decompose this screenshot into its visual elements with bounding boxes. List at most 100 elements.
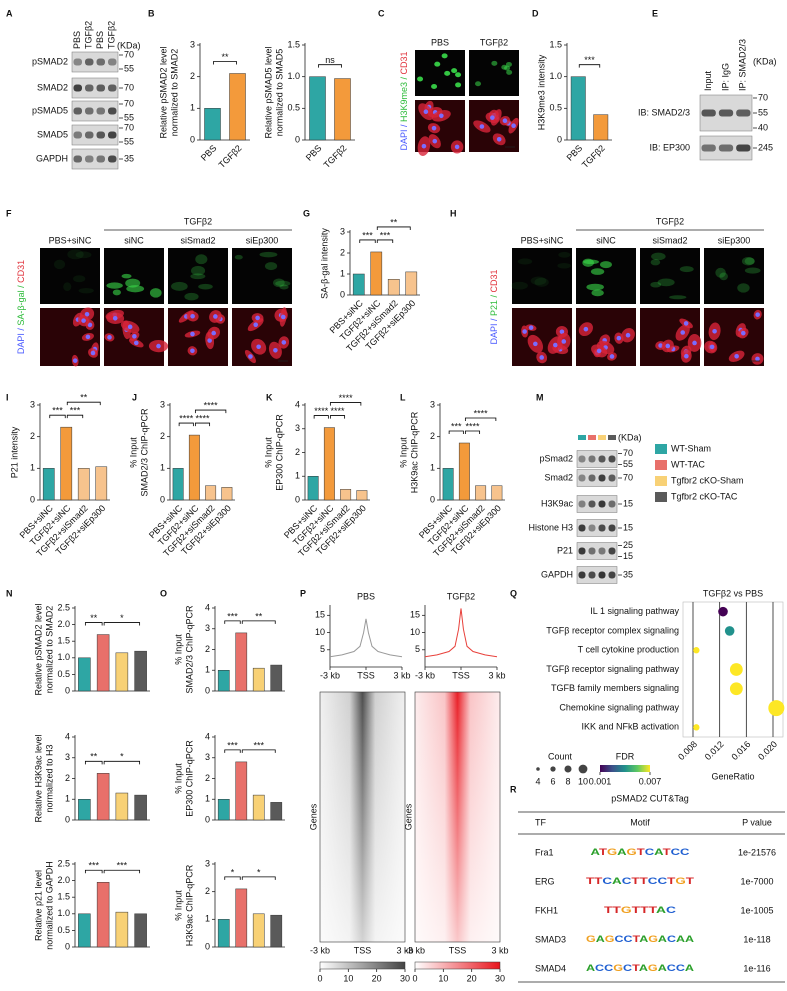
nucleus xyxy=(90,350,96,356)
bar xyxy=(217,919,230,948)
y-tick-label: 0.5 xyxy=(57,925,70,935)
legend-title: FDR xyxy=(616,751,635,761)
table-cell: 1e-1005 xyxy=(740,905,773,915)
nucleus xyxy=(734,353,739,359)
y-tick-label: 3 xyxy=(205,623,210,633)
nucleus xyxy=(190,348,195,354)
blot-band xyxy=(73,107,82,115)
y-tick-label: 2 xyxy=(295,447,300,457)
blot-row-label: GAPDH xyxy=(541,569,573,579)
nucleus xyxy=(156,343,161,349)
y-tick-label: 3 xyxy=(340,226,345,236)
nucleus xyxy=(559,329,565,335)
blot-band xyxy=(588,474,596,482)
significance-bracket xyxy=(464,417,497,421)
legend-label: 0.007 xyxy=(639,776,662,786)
y-axis-label: % Input xyxy=(398,437,408,468)
column-label: siSmad2 xyxy=(180,235,215,245)
motif-letter: C xyxy=(614,934,624,944)
blot-row-label: GAPDH xyxy=(36,153,68,163)
panel-letter: Q xyxy=(510,588,517,598)
motif-letter: G xyxy=(648,963,658,973)
motif-letter: T xyxy=(632,934,640,944)
y-tick-label: 2 xyxy=(160,431,165,441)
stain-signal xyxy=(273,278,285,288)
stain-signal xyxy=(75,251,92,259)
y-tick-label: 1 xyxy=(190,103,195,113)
blot-unit: (KDa) xyxy=(753,56,777,66)
nucleus xyxy=(625,332,631,338)
significance-bracket xyxy=(178,422,194,427)
y-tick-label: T cell cytokine production xyxy=(578,645,679,655)
bar xyxy=(172,468,184,501)
y-tick-label: 0 xyxy=(190,134,195,144)
significance-label: *** xyxy=(227,611,238,621)
bar xyxy=(205,485,217,501)
motif-letter: G xyxy=(621,905,632,915)
panel-letter: B xyxy=(148,8,155,18)
motif-letter: T xyxy=(649,905,658,915)
bar xyxy=(134,794,147,821)
y-axis-label: H3K9ac ChIP-qPCR xyxy=(409,411,419,493)
table-cell: Fra1 xyxy=(535,847,554,857)
motif-letter: T xyxy=(604,905,613,915)
nucleus xyxy=(190,331,195,337)
stain-signal xyxy=(106,282,123,289)
lane-color xyxy=(608,435,616,440)
motif-letter: C xyxy=(645,847,655,857)
stain-signal xyxy=(600,261,612,269)
column-label: siSmad2 xyxy=(652,235,687,245)
blot-band xyxy=(85,155,94,163)
stain-signal xyxy=(63,282,72,292)
bar xyxy=(307,476,319,501)
lane-label: PBS xyxy=(95,31,105,49)
nucleus-signal xyxy=(475,81,482,87)
bar xyxy=(42,468,55,501)
nucleus-signal xyxy=(431,83,438,89)
panel-letter: O xyxy=(160,588,167,598)
panel-letter: A xyxy=(6,8,13,18)
blot-band xyxy=(108,84,117,92)
nucleus xyxy=(439,113,444,119)
lane-color xyxy=(598,435,606,440)
table-cell: 1e-118 xyxy=(743,934,770,944)
blot-band xyxy=(608,474,616,482)
stain-signal xyxy=(651,252,666,261)
bar xyxy=(115,792,129,821)
motif-letter: G xyxy=(607,847,617,857)
significance-label: * xyxy=(120,613,124,623)
panel-letter: E xyxy=(652,8,658,18)
column-label: siEp300 xyxy=(246,235,279,245)
significance-label: *** xyxy=(451,421,462,431)
dot xyxy=(768,700,785,717)
colorbar-label: 20 xyxy=(467,973,477,983)
bar xyxy=(78,913,91,948)
y-tick-label: 4 xyxy=(65,731,70,741)
y-tick-label: TGFβ receptor complex signaling xyxy=(546,625,679,635)
panel-letter: J xyxy=(132,392,137,402)
blot-row-label: H3K9ac xyxy=(541,498,574,508)
blot-band xyxy=(588,571,596,579)
heatmap-ylabel: Genes xyxy=(308,803,318,830)
stain-signal xyxy=(715,267,726,278)
y-axis-label: Relative H3K9ac level xyxy=(33,734,43,822)
blot-band xyxy=(701,144,716,152)
significance-label: **** xyxy=(474,408,489,418)
panel-letter: D xyxy=(532,8,539,18)
significance-label: *** xyxy=(88,861,99,871)
significance-bracket xyxy=(376,226,411,230)
marker-label: 55 xyxy=(124,112,134,122)
lane-color xyxy=(588,435,596,440)
table-cell: SMAD4 xyxy=(535,963,566,973)
nucleus xyxy=(85,334,91,340)
y-tick-label: 1.5 xyxy=(57,636,70,646)
stain-signal xyxy=(275,280,291,287)
profile-line xyxy=(329,618,403,658)
panel-letter: M xyxy=(536,392,544,402)
heatmap-frame xyxy=(319,691,406,943)
blot-row-label: Histone H3 xyxy=(528,522,573,532)
column-label: siNC xyxy=(124,235,144,245)
nucleus-signal xyxy=(455,72,462,78)
nucleus xyxy=(112,315,118,321)
y-tick-label: 0 xyxy=(205,685,210,695)
